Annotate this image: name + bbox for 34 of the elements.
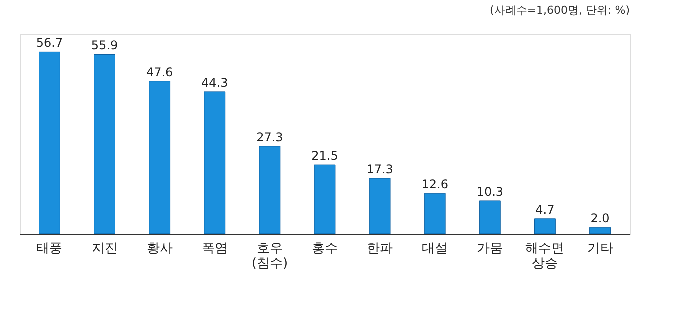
- bar: [94, 54, 116, 234]
- data-label: 55.9: [91, 38, 118, 53]
- x-tick-label: 황사: [146, 242, 173, 256]
- x-tick-label: 지진: [92, 242, 118, 256]
- data-label: 12.6: [422, 178, 448, 192]
- data-label: 44.3: [202, 76, 228, 90]
- x-tick-label: 태풍: [36, 242, 63, 256]
- bar: [590, 227, 611, 234]
- x-tick-label: 기타: [587, 242, 614, 256]
- data-label: 27.3: [256, 130, 284, 144]
- bar: [534, 218, 556, 234]
- bar: [479, 200, 501, 234]
- text: (사례수=1,600명, 단위: %): [490, 4, 630, 17]
- x-tick-label: 홍수: [312, 242, 338, 256]
- bar: [39, 52, 60, 234]
- bar: [149, 81, 171, 234]
- data-label: 10.3: [476, 184, 504, 199]
- x-tick-label: 폭염: [202, 242, 228, 256]
- data-label: 2.0: [590, 212, 610, 226]
- bar: [369, 178, 391, 234]
- x-tick-label: 해수면 상승: [526, 242, 565, 272]
- data-label: 17.3: [366, 162, 394, 177]
- data-label: 21.5: [312, 149, 338, 164]
- x-tick-label: 한파: [367, 242, 394, 256]
- bar: [314, 164, 336, 234]
- data-label: 4.7: [536, 202, 555, 217]
- x-tick-label: 호우 (침수): [252, 242, 288, 272]
- x-tick-label: 대설: [422, 242, 448, 256]
- bar: [259, 146, 281, 234]
- bar: [204, 92, 226, 234]
- x-tick-label: 가뭄: [477, 242, 504, 256]
- bar: [424, 193, 446, 234]
- data-label: 47.6: [146, 65, 174, 80]
- data-label: 56.7: [36, 36, 64, 50]
